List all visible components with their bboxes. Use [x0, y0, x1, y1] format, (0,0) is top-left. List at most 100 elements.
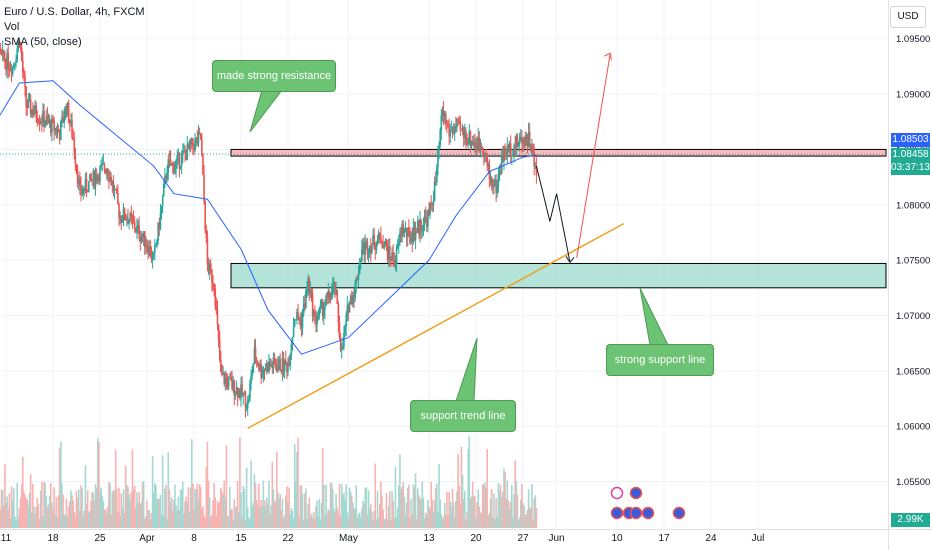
sma-indicator-label[interactable]: SMA (50, close): [4, 36, 82, 48]
candle-body: [428, 211, 430, 214]
volume-bar: [35, 506, 38, 528]
candle-body: [162, 184, 165, 196]
volume-bar: [27, 505, 30, 528]
volume-bar: [129, 499, 132, 528]
volume-bar: [461, 474, 464, 528]
candle-body: [261, 374, 264, 378]
volume-bar: [70, 490, 72, 528]
volume-bar: [419, 497, 421, 528]
volume-indicator-label[interactable]: Vol: [4, 21, 20, 33]
candle-body: [250, 375, 252, 384]
volume-bar: [280, 510, 283, 528]
volume-bar: [113, 490, 116, 528]
volume-bar: [94, 484, 97, 528]
candle-body: [348, 302, 351, 313]
candle-body: [481, 148, 484, 153]
candle-body: [440, 115, 443, 131]
volume-bar: [508, 508, 511, 528]
volume-bar: [82, 516, 85, 528]
candle-body: [315, 315, 317, 325]
volume-bar: [117, 511, 119, 528]
volume-bar: [303, 493, 306, 528]
candle-body: [186, 144, 189, 160]
volume-bar: [534, 495, 537, 528]
volume-bar: [335, 494, 337, 528]
currency-button[interactable]: USD: [890, 6, 926, 28]
resistance-callout: made strong resistance: [212, 60, 336, 92]
candle-body: [393, 259, 396, 266]
candle-body: [418, 220, 420, 234]
support-line-callout: strong support line: [606, 344, 714, 376]
candle-body: [306, 289, 308, 291]
volume-bar: [377, 517, 380, 528]
candle-body: [477, 137, 480, 150]
candle-body: [415, 231, 418, 233]
volume-bar: [204, 517, 206, 528]
volume-bar: [436, 483, 438, 528]
volume-bar: [236, 481, 239, 528]
volume-bar: [515, 481, 518, 528]
candle-body: [67, 102, 70, 123]
candle-body: [189, 141, 192, 145]
volume-bar: [75, 491, 78, 528]
candle-body: [138, 224, 140, 239]
last-price-tag: 1.08458: [891, 148, 930, 162]
candle-body: [345, 314, 347, 327]
volume-bar: [120, 493, 123, 528]
volume-bar: [516, 494, 519, 528]
candle-body: [249, 383, 251, 400]
volume-bar: [111, 491, 114, 528]
candle-body: [182, 150, 184, 154]
volume-bar: [197, 498, 200, 528]
candle-body: [480, 146, 483, 149]
volume-bar: [290, 507, 293, 528]
volume-bar: [334, 512, 336, 528]
volume-bar: [85, 504, 88, 528]
resistance-price-tag: 1.08503: [891, 133, 930, 147]
candle-body: [221, 371, 223, 375]
volume-bar: [387, 505, 390, 528]
volume-bar: [107, 506, 109, 528]
volume-bar: [331, 488, 334, 528]
candle-body: [508, 143, 511, 152]
event-markers: [610, 486, 686, 520]
candle-body: [441, 110, 444, 116]
candle-body: [68, 122, 71, 124]
candle-body: [496, 186, 499, 194]
candle-body: [344, 326, 346, 334]
volume-bar: [96, 438, 99, 528]
candle-body: [160, 205, 163, 214]
volume-bar: [137, 503, 139, 528]
candle-body: [339, 337, 342, 351]
candle-body: [298, 318, 300, 321]
candle-body: [220, 359, 222, 372]
candle-body: [374, 248, 377, 250]
candle-body: [356, 277, 359, 280]
volume-bar: [46, 506, 49, 528]
volume-bar: [497, 482, 500, 528]
candle-body: [64, 106, 67, 118]
candle-body: [269, 361, 271, 366]
candle-body: [167, 159, 170, 173]
volume-bar: [368, 507, 371, 528]
candle-body: [176, 155, 179, 161]
volume-bar: [509, 501, 512, 528]
candle-body: [229, 377, 231, 379]
volume-bar: [284, 495, 287, 528]
volume-bar: [47, 504, 50, 528]
candle-body: [204, 201, 206, 230]
volume-bar: [115, 488, 118, 528]
time-tick-label: May: [339, 533, 358, 544]
volume-bar: [104, 508, 107, 528]
candle-body: [385, 241, 388, 248]
volume-bar: [418, 495, 420, 528]
volume-bar: [235, 506, 238, 528]
candle-body: [319, 305, 322, 308]
candle-body: [62, 117, 64, 123]
candle-body: [230, 377, 232, 380]
symbol-title[interactable]: Euro / U.S. Dollar, 4h, FXCM: [4, 6, 145, 18]
candle-body: [222, 372, 224, 375]
volume-bar: [51, 502, 53, 528]
volume-bar: [175, 505, 177, 528]
